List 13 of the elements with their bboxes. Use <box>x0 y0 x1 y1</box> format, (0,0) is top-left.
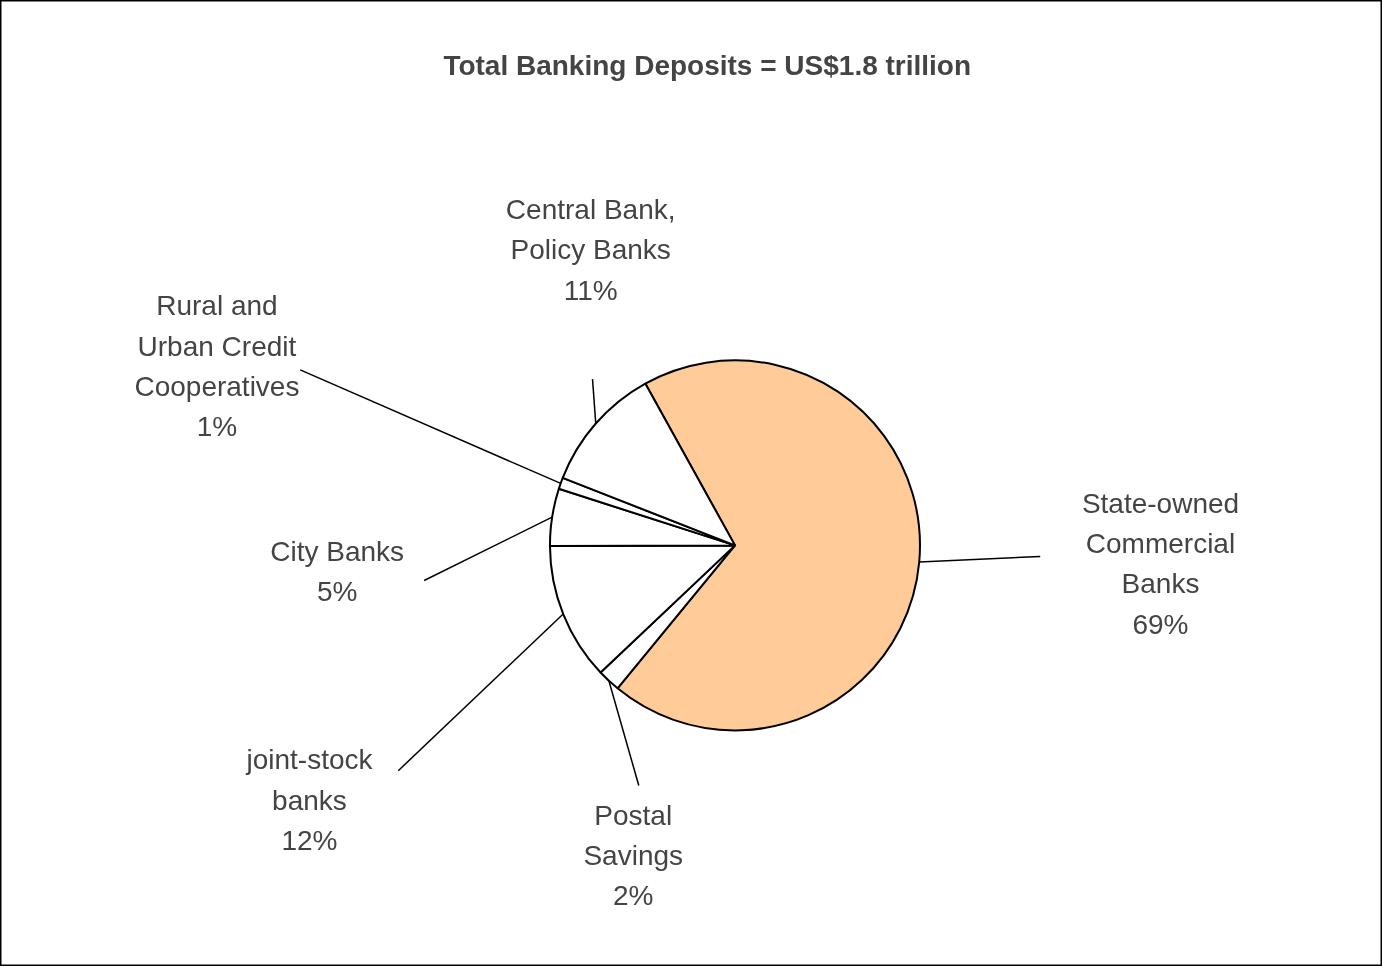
legend-label: State-owned Commercial Banks <box>1081 487 1240 600</box>
data-label: 2% <box>612 880 654 912</box>
slice-label: joint-stock banks <box>245 744 374 816</box>
slice-label: Central Bank, Policy Banks <box>505 194 676 266</box>
data-label: 1% <box>196 411 238 443</box>
slice-label: Rural and Urban Credit Cooperatives <box>134 290 300 402</box>
data-label: 12% <box>281 825 338 857</box>
data-label: 5% <box>316 575 358 607</box>
slice-label: City Banks <box>270 535 405 567</box>
data-label: 69% <box>1132 608 1189 640</box>
slice-label: Postal Savings <box>583 799 684 872</box>
data-label: 11% <box>563 274 618 306</box>
chart-title: Total Banking Deposits = US$1.8 trillion <box>443 49 972 81</box>
